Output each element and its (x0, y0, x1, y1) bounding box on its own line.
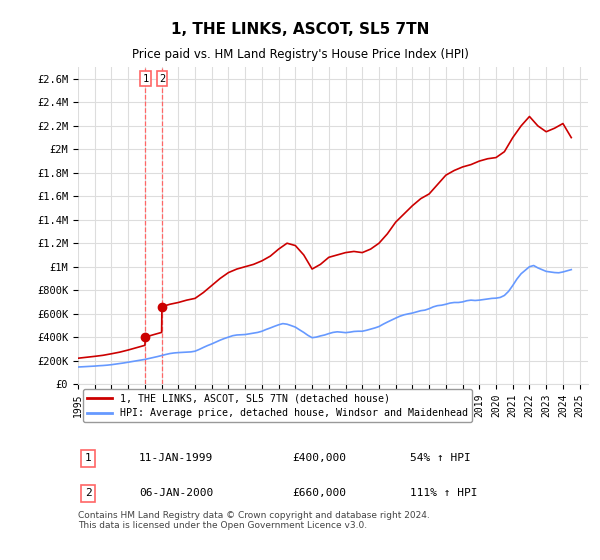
Text: £400,000: £400,000 (292, 454, 346, 464)
Text: 54% ↑ HPI: 54% ↑ HPI (409, 454, 470, 464)
Text: 111% ↑ HPI: 111% ↑ HPI (409, 488, 477, 498)
Text: 06-JAN-2000: 06-JAN-2000 (139, 488, 214, 498)
Text: 2: 2 (159, 73, 165, 83)
Text: Price paid vs. HM Land Registry's House Price Index (HPI): Price paid vs. HM Land Registry's House … (131, 48, 469, 60)
Text: 11-JAN-1999: 11-JAN-1999 (139, 454, 214, 464)
Legend: 1, THE LINKS, ASCOT, SL5 7TN (detached house), HPI: Average price, detached hous: 1, THE LINKS, ASCOT, SL5 7TN (detached h… (83, 389, 472, 422)
Text: Contains HM Land Registry data © Crown copyright and database right 2024.
This d: Contains HM Land Registry data © Crown c… (78, 511, 430, 530)
Text: 1: 1 (142, 73, 149, 83)
Text: 2: 2 (85, 488, 92, 498)
Text: £660,000: £660,000 (292, 488, 346, 498)
Text: 1: 1 (85, 454, 92, 464)
Text: 1, THE LINKS, ASCOT, SL5 7TN: 1, THE LINKS, ASCOT, SL5 7TN (171, 22, 429, 38)
